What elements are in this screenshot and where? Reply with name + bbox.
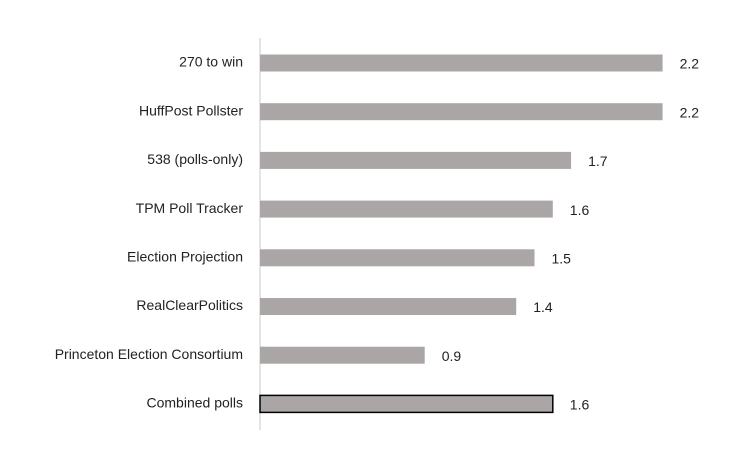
value-label: 1.4 xyxy=(533,299,553,315)
y-tick-label: 270 to win xyxy=(179,54,243,70)
value-label: 1.6 xyxy=(570,397,590,413)
y-tick-label: Princeton Election Consortium xyxy=(55,346,243,362)
bar xyxy=(260,200,553,218)
value-label: 1.7 xyxy=(588,153,608,169)
bar xyxy=(260,103,663,121)
value-label: 1.5 xyxy=(552,251,572,267)
bar xyxy=(260,298,517,315)
bar xyxy=(260,54,663,72)
bar xyxy=(260,346,425,364)
bar xyxy=(260,151,572,169)
value-label: 0.9 xyxy=(442,348,462,364)
bar xyxy=(260,249,535,267)
y-tick-label: RealClearPolitics xyxy=(136,297,243,313)
value-label: 2.2 xyxy=(680,104,700,120)
value-label: 1.6 xyxy=(570,202,590,218)
y-tick-label: Combined polls xyxy=(147,395,244,411)
bar xyxy=(259,394,554,414)
y-tick-label: 538 (polls-only) xyxy=(147,151,243,167)
y-tick-label: TPM Poll Tracker xyxy=(136,200,244,216)
y-tick-label: HuffPost Pollster xyxy=(139,102,243,118)
value-label: 2.2 xyxy=(680,56,700,72)
y-tick-label: Election Projection xyxy=(127,249,243,265)
